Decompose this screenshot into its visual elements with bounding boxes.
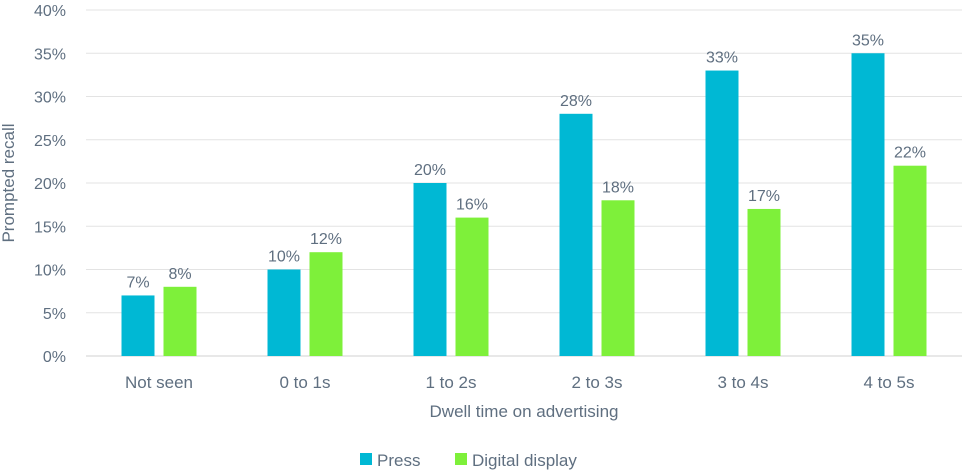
data-label-press-not-seen: 7% (126, 274, 149, 291)
legend: Press Digital display (360, 451, 577, 470)
legend-label-digital-display: Digital display (472, 451, 577, 470)
bar-digital-display-2-to-3s (601, 200, 635, 356)
x-axis-title: Dwell time on advertising (430, 402, 619, 421)
y-tick-label: 5% (43, 306, 66, 323)
y-tick-label: 0% (43, 349, 66, 366)
data-label-press-1-to-2s: 20% (414, 162, 446, 179)
y-axis-ticks: 0% 5% 10% 15% 20% 25% 30% 35% 40% (34, 3, 66, 366)
y-tick-label: 30% (34, 90, 66, 107)
x-axis-ticks: Not seen 0 to 1s 1 to 2s 2 to 3s 3 to 4s 4 to… (125, 373, 915, 392)
data-label-digital-display-3-to-4s: 17% (748, 188, 780, 205)
x-tick-label: 2 to 3s (571, 373, 622, 392)
y-tick-label: 40% (34, 3, 66, 20)
bars (121, 53, 927, 357)
bar-press-4-to-5s (851, 53, 885, 356)
data-label-digital-display-0-to-1s: 12% (310, 231, 342, 248)
x-tick-label: 4 to 5s (863, 373, 914, 392)
bar-digital-display-0-to-1s (309, 252, 343, 356)
data-label-digital-display-4-to-5s: 22% (894, 145, 926, 162)
y-axis-title: Prompted recall (0, 123, 18, 242)
data-labels: 7% 8% 10% 12% 20% 16% 28% 18% 33% 17% 35% 22% (126, 32, 926, 291)
data-label-press-4-to-5s: 35% (852, 32, 884, 49)
legend-swatch-digital-display (455, 453, 467, 465)
bar-press-0-to-1s (267, 269, 301, 356)
y-tick-label: 25% (34, 133, 66, 150)
x-tick-label: 0 to 1s (279, 373, 330, 392)
bar-digital-display-not-seen (163, 286, 197, 356)
y-tick-label: 20% (34, 176, 66, 193)
bar-digital-display-1-to-2s (455, 217, 489, 356)
bar-press-1-to-2s (413, 183, 447, 356)
y-tick-label: 10% (34, 263, 66, 280)
data-label-digital-display-1-to-2s: 16% (456, 197, 488, 214)
bar-digital-display-3-to-4s (747, 208, 781, 356)
y-tick-label: 15% (34, 219, 66, 236)
gridlines (86, 9, 962, 357)
bar-press-2-to-3s (559, 113, 593, 356)
legend-label-press: Press (377, 451, 420, 470)
data-label-digital-display-not-seen: 8% (168, 266, 191, 283)
bar-press-not-seen (121, 295, 155, 356)
x-tick-label: 1 to 2s (425, 373, 476, 392)
x-tick-label: 3 to 4s (717, 373, 768, 392)
data-label-press-3-to-4s: 33% (706, 50, 738, 67)
data-label-press-2-to-3s: 28% (560, 93, 592, 110)
data-label-digital-display-2-to-3s: 18% (602, 179, 634, 196)
y-tick-label: 35% (34, 46, 66, 63)
x-tick-label: Not seen (125, 373, 193, 392)
bar-digital-display-4-to-5s (893, 165, 927, 356)
data-label-press-0-to-1s: 10% (268, 249, 300, 266)
bar-press-3-to-4s (705, 70, 739, 357)
legend-swatch-press (360, 453, 372, 465)
